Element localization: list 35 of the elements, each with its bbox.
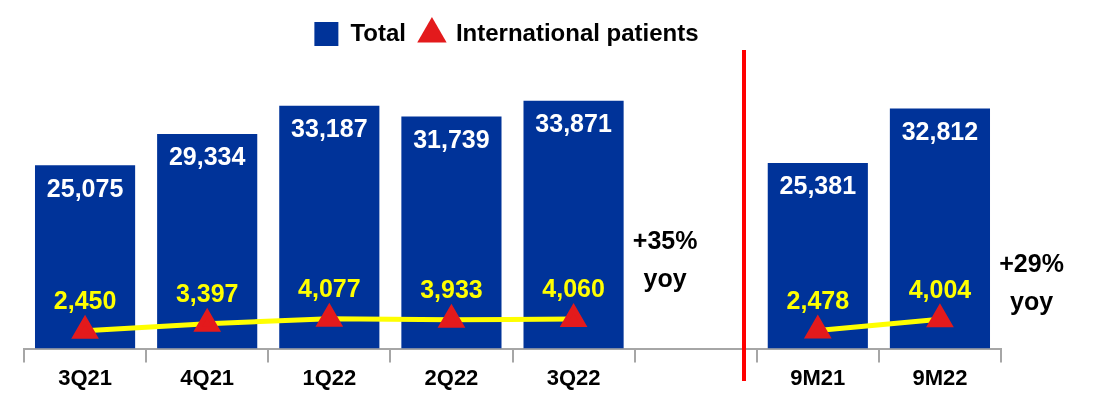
legend-label: Total: [350, 18, 406, 46]
bar: [767, 162, 868, 349]
point: [926, 303, 954, 328]
data-label: 4,077: [298, 274, 361, 303]
bar: [401, 116, 502, 349]
bar: [279, 105, 380, 349]
bar: [889, 108, 991, 349]
annotation: +35% yoy: [632, 225, 698, 292]
bar: [523, 100, 624, 349]
data-label: 33,187: [291, 114, 368, 143]
x-tick-label: 9M21: [790, 364, 846, 390]
data-label: 3,933: [420, 275, 483, 304]
annotation: +29% yoy: [999, 249, 1064, 316]
data-label: 25,381: [779, 171, 857, 200]
point: [559, 303, 588, 327]
data-label: 4,060: [542, 274, 605, 303]
bar: [34, 165, 136, 349]
x-tick-label: 3Q21: [58, 364, 112, 390]
x-tick-label: 9M22: [912, 364, 968, 390]
x-tick-label: 2Q22: [424, 364, 479, 390]
legend-label: International patients: [455, 18, 699, 46]
data-label: 4,004: [908, 274, 972, 303]
bar: [157, 134, 258, 349]
data-label: 32,812: [901, 116, 979, 145]
x-tick-label: 4Q21: [180, 364, 235, 390]
data-label: 3,397: [175, 279, 239, 308]
data-label: 2,478: [786, 285, 850, 314]
data-label: 2,450: [53, 286, 117, 315]
data-label: 25,075: [46, 173, 124, 202]
point: [804, 314, 832, 339]
x-tick-label: 3Q22: [546, 364, 601, 390]
data-label: 31,739: [413, 124, 490, 153]
data-label: 33,871: [535, 109, 612, 138]
x-tick-label: 1Q22: [302, 364, 357, 390]
data-label: 29,334: [168, 142, 246, 171]
